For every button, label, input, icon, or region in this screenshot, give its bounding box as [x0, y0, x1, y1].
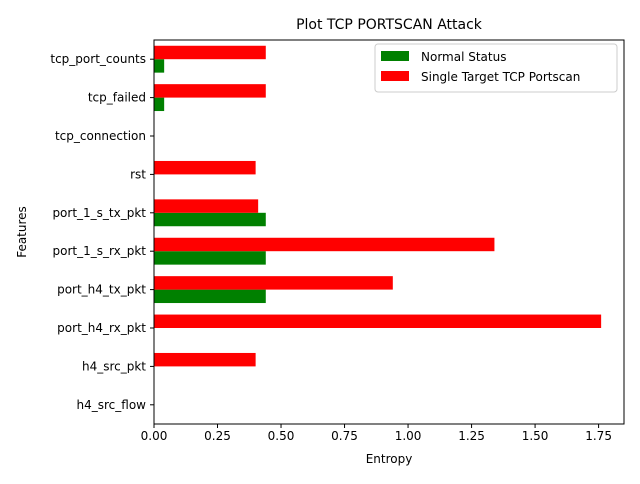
bar-portscan-tcp_port_counts	[154, 45, 266, 60]
y-tick-label: port_h4_tx_pkt	[57, 283, 146, 297]
bar-normal-tcp_failed	[154, 97, 165, 112]
x-tick-label: 0.25	[204, 429, 231, 443]
legend-swatch-portscan	[381, 71, 409, 81]
y-tick-label: port_1_s_tx_pkt	[52, 206, 146, 220]
bar-normal-port_1_s_rx_pkt	[154, 251, 266, 265]
y-tick-label: tcp_port_counts	[50, 52, 146, 66]
y-tick-label: port_h4_rx_pkt	[57, 321, 146, 335]
legend-label-portscan: Single Target TCP Portscan	[421, 70, 580, 84]
bar-portscan-h4_src_pkt	[154, 352, 256, 367]
bar-portscan-port_h4_rx_pkt	[154, 314, 602, 328]
x-tick-label: 0.75	[331, 429, 358, 443]
y-tick-label: h4_src_pkt	[82, 359, 146, 373]
x-axis-label: Entropy	[366, 452, 413, 466]
bar-normal-port_1_s_tx_pkt	[154, 212, 266, 227]
legend-box	[374, 43, 618, 93]
legend-swatch-normal	[381, 51, 409, 61]
plot-frame	[153, 39, 625, 425]
chart-title: Plot TCP PORTSCAN Attack	[296, 17, 483, 33]
x-axis: 0.00 0.25 0.50 0.75 1.00 1.25 1.50 1.75	[141, 424, 612, 443]
y-tick-label: tcp_failed	[88, 91, 146, 105]
bar-normal-port_h4_tx_pkt	[154, 289, 266, 304]
bar-portscan-port_h4_tx_pkt	[154, 276, 393, 290]
y-axis: h4_src_flow h4_src_pkt port_h4_rx_pkt port_…	[50, 52, 154, 412]
x-tick-label: 1.25	[458, 429, 485, 443]
x-tick-label: 0.00	[141, 429, 168, 443]
bars-layer	[154, 45, 602, 367]
y-tick-label: h4_src_flow	[77, 398, 147, 412]
y-tick-label: rst	[130, 167, 146, 181]
x-tick-label: 1.75	[585, 429, 612, 443]
x-tick-label: 1.50	[522, 429, 549, 443]
x-tick-label: 1.00	[395, 429, 422, 443]
legend-label-normal: Normal Status	[421, 50, 506, 64]
bar-portscan-port_1_s_tx_pkt	[154, 199, 259, 213]
bar-portscan-tcp_failed	[154, 84, 266, 98]
y-tick-label: port_1_s_rx_pkt	[53, 244, 147, 258]
y-axis-label: Features	[15, 206, 29, 258]
legend: Normal Status Single Target TCP Portscan	[374, 43, 618, 93]
bar-portscan-rst	[154, 160, 256, 175]
x-tick-label: 0.50	[268, 429, 295, 443]
bar-normal-tcp_port_counts	[154, 59, 165, 73]
bar-portscan-port_1_s_rx_pkt	[154, 237, 495, 252]
y-tick-label: tcp_connection	[55, 129, 146, 143]
